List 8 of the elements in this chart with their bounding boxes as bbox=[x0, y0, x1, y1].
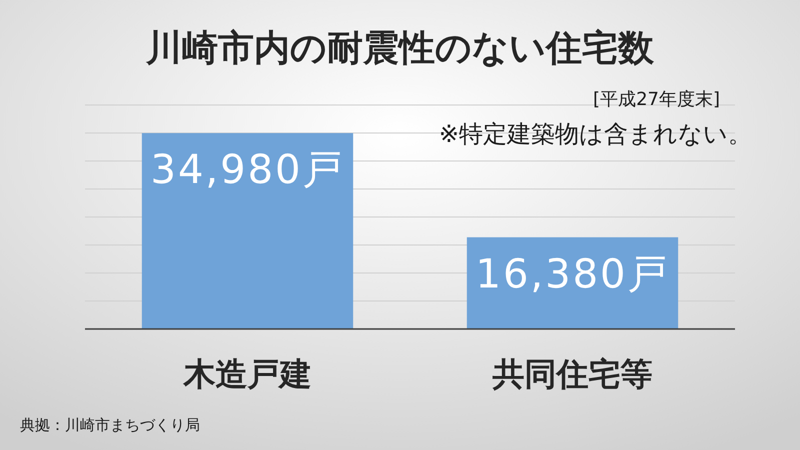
data-label: 34,980戸 bbox=[150, 147, 344, 194]
x-tick-label: 木造戸建 bbox=[182, 355, 312, 393]
x-tick-label: 共同住宅等 bbox=[492, 355, 652, 393]
text: 典拠：川崎市まちづくり局 bbox=[20, 416, 200, 434]
annotation: ※特定建築物は含まれない。 bbox=[438, 120, 752, 148]
chart-title: 川崎市内の耐震性のない住宅数 bbox=[145, 28, 655, 69]
annotation: [平成27年度末] bbox=[593, 89, 720, 110]
data-label: 16,380戸 bbox=[476, 251, 670, 298]
